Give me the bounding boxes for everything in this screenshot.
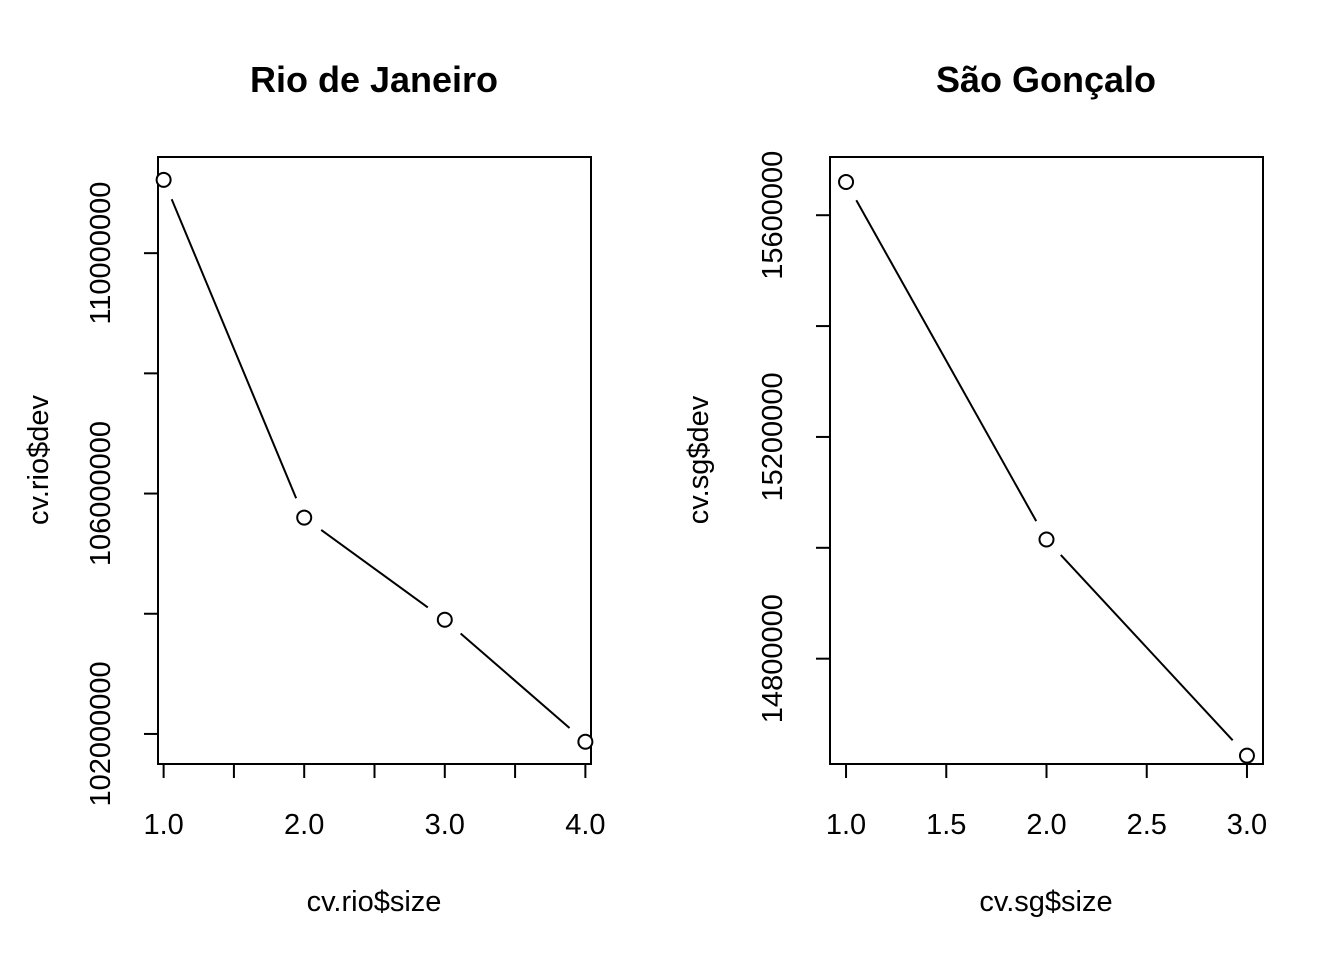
x-axis: 1.0 2.0 3.0 4.0	[143, 763, 606, 841]
plot-frame	[829, 156, 1264, 765]
chart-panel-sao-goncalo: São Gonçalo cv.sg$size cv.sg$dev 1.0 1.5 2…	[683, 59, 1267, 918]
data-series	[155, 171, 594, 750]
x-tick-label: 3.0	[1227, 809, 1267, 841]
data-point	[155, 171, 172, 188]
series-line-segment	[459, 632, 571, 729]
series-line-segment	[1060, 554, 1234, 741]
data-series	[838, 173, 1255, 764]
y-axis-label: cv.rio$dev	[23, 394, 55, 525]
data-point	[1238, 747, 1255, 764]
y-tick-label: 106000000	[85, 421, 117, 566]
y-tick-label: 14800000	[757, 594, 789, 723]
chart-title: Rio de Janeiro	[250, 59, 498, 100]
data-point	[577, 733, 594, 750]
y-tick-label: 102000000	[85, 661, 117, 806]
y-tick-label: 110000000	[85, 182, 117, 325]
series-line-segment	[855, 199, 1038, 522]
x-tick-label: 2.0	[1026, 809, 1066, 841]
data-point	[1038, 531, 1055, 548]
x-axis-label: cv.sg$size	[979, 886, 1112, 918]
series-line-segment	[320, 529, 429, 609]
x-tick-label: 2.5	[1127, 809, 1167, 841]
data-point	[838, 173, 855, 190]
x-tick-label: 1.0	[826, 809, 866, 841]
x-axis: 1.0 1.5 2.0 2.5 3.0	[826, 763, 1267, 841]
x-tick-label: 4.0	[565, 809, 605, 841]
chart-title: São Gonçalo	[936, 59, 1156, 100]
y-tick-label: 15600000	[757, 151, 789, 280]
x-tick-label: 1.5	[926, 809, 966, 841]
chart-panel-rio: Rio de Janeiro cv.rio$size cv.rio$dev 1.…	[23, 59, 606, 918]
x-axis-label: cv.rio$size	[307, 886, 442, 918]
data-point	[436, 611, 453, 628]
series-line-segment	[170, 198, 298, 499]
y-tick-label: 15200000	[757, 372, 789, 501]
y-axis: 14800000 15200000 15600000	[757, 151, 831, 723]
x-tick-label: 3.0	[425, 809, 465, 841]
y-axis: 102000000 106000000 110000000	[85, 182, 159, 807]
x-tick-label: 1.0	[143, 809, 183, 841]
plot-frame	[157, 156, 592, 765]
data-point	[296, 509, 313, 526]
y-axis-label: cv.sg$dev	[683, 395, 715, 524]
x-tick-label: 2.0	[284, 809, 324, 841]
